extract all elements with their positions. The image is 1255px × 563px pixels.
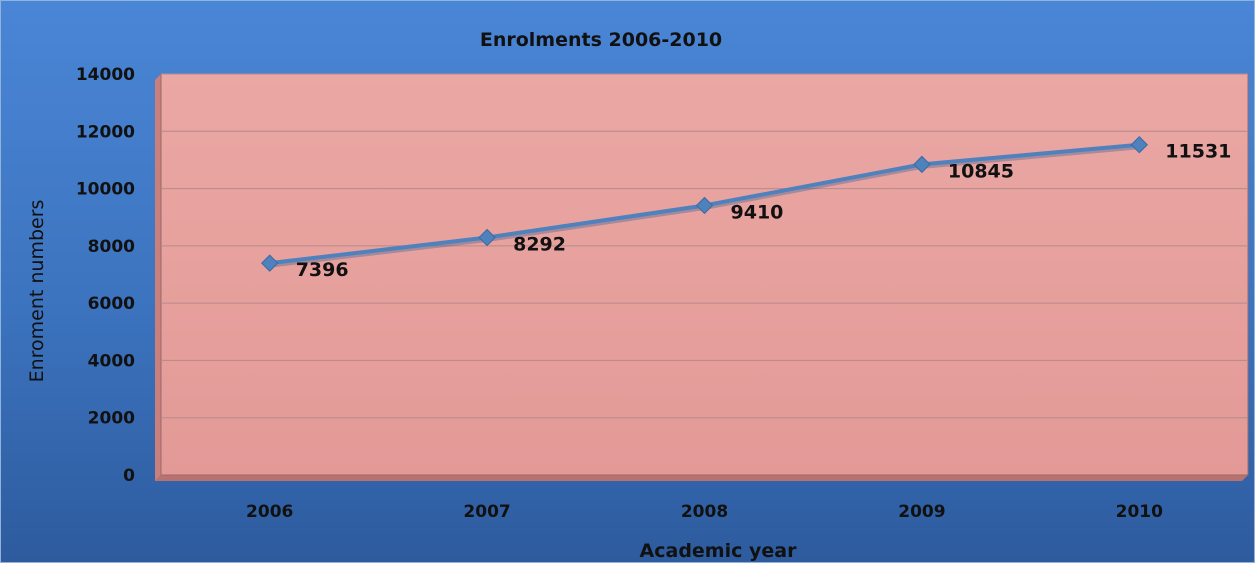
y-tick-label: 8000 (88, 237, 135, 257)
y-tick-label: 2000 (88, 409, 135, 429)
data-label: 11531 (1165, 141, 1231, 163)
x-tick-label: 2009 (898, 502, 945, 522)
x-tick-label: 2010 (1116, 502, 1163, 522)
data-label: 8292 (513, 233, 566, 255)
data-label: 10845 (948, 160, 1014, 182)
plot-area-floor (155, 475, 1248, 481)
y-tick-label: 10000 (76, 180, 135, 200)
y-axis-title: Enroment numbers (26, 200, 48, 383)
y-tick-label: 14000 (76, 65, 135, 85)
x-tick-label: 2008 (681, 502, 728, 522)
data-label: 9410 (731, 201, 784, 223)
x-tick-label: 2007 (463, 502, 510, 522)
plot-area-side-wall (155, 74, 161, 481)
y-tick-label: 12000 (76, 122, 135, 142)
data-label: 7396 (296, 259, 349, 281)
x-axis-title: Academic year (640, 540, 798, 562)
x-tick-label: 2006 (246, 502, 293, 522)
chart-title: Enrolments 2006-2010 (480, 29, 722, 51)
y-tick-label: 0 (123, 466, 135, 486)
y-tick-label: 6000 (88, 294, 135, 314)
y-tick-label: 4000 (88, 351, 135, 371)
